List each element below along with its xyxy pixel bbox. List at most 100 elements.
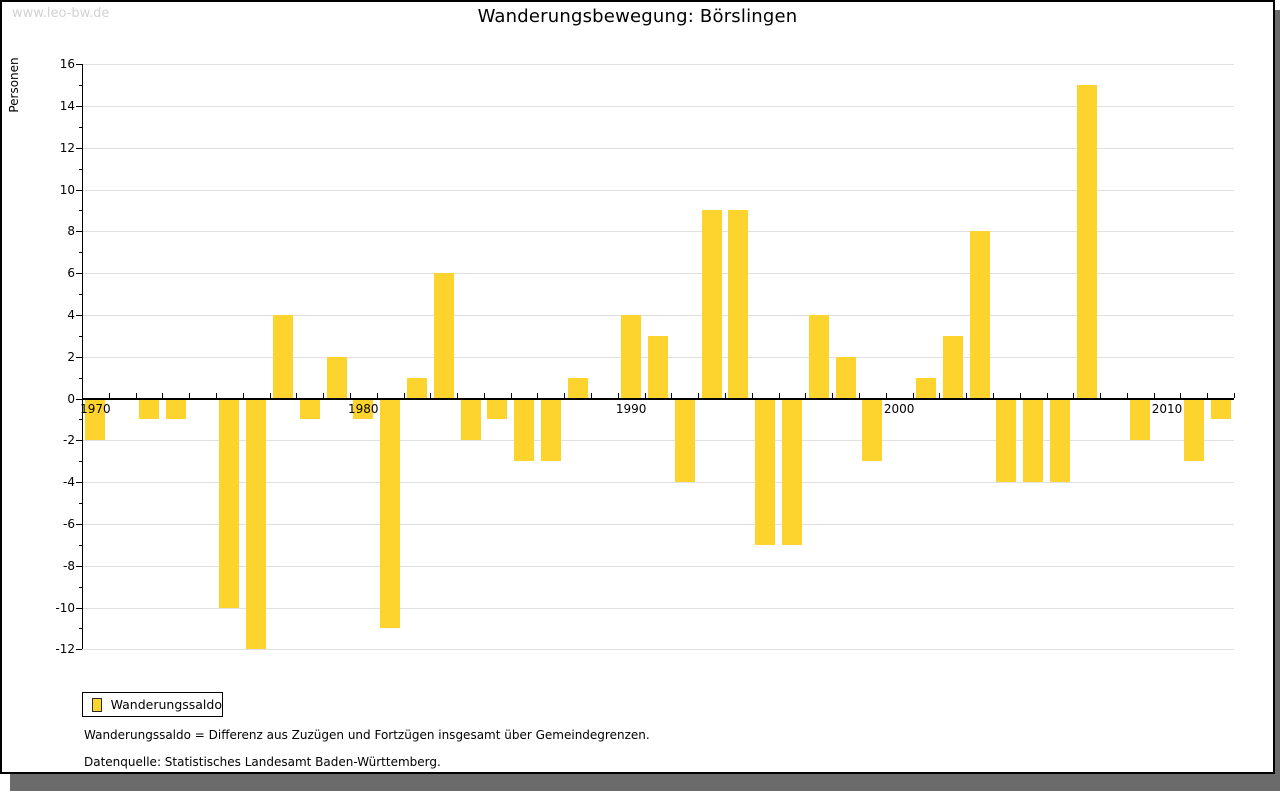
x-tick — [537, 392, 539, 398]
y-tick--2 — [76, 440, 82, 442]
y-tick--11 — [79, 628, 82, 630]
gridline--4 — [82, 482, 1234, 484]
x-tick-label-1970: 1970 — [80, 401, 111, 416]
bar-1992 — [674, 398, 695, 483]
y-tick--7 — [79, 544, 82, 546]
x-tick — [162, 392, 164, 398]
y-tick-label: 2 — [67, 349, 75, 364]
x-tick — [805, 392, 807, 398]
x-tick — [698, 392, 700, 398]
bar-1999 — [862, 398, 883, 462]
y-tick-2 — [76, 356, 82, 358]
y-tick--5 — [79, 503, 82, 504]
panel-shadow-bottom — [10, 774, 1280, 791]
bar-1970 — [85, 398, 106, 441]
y-tick-3 — [79, 335, 82, 337]
x-tick — [430, 392, 432, 398]
x-tick — [296, 392, 298, 398]
x-tick — [1046, 392, 1048, 398]
y-tick--12 — [76, 649, 82, 651]
x-tick — [1180, 392, 1182, 398]
y-tick-label: 8 — [67, 224, 75, 239]
y-tick-label: -6 — [63, 516, 75, 531]
x-tick — [912, 392, 914, 398]
bar-2005 — [1023, 398, 1044, 483]
y-tick-12 — [76, 147, 82, 149]
x-tick — [966, 392, 968, 398]
x-tick — [939, 392, 941, 398]
x-tick — [751, 392, 753, 398]
bar-1996 — [782, 398, 802, 545]
y-tick-7 — [79, 252, 82, 254]
x-tick — [1126, 392, 1128, 398]
x-tick — [885, 392, 887, 398]
x-tick — [992, 392, 994, 398]
x-tick — [376, 392, 378, 398]
y-tick-4 — [76, 314, 82, 316]
x-tick — [269, 392, 271, 398]
x-tick — [323, 392, 325, 398]
x-tick — [242, 392, 244, 398]
x-tick — [403, 392, 405, 398]
watermark: www.leo-bw.de — [12, 6, 110, 21]
bar-2004 — [996, 398, 1017, 483]
x-tick — [108, 392, 110, 398]
y-tick--9 — [79, 586, 82, 588]
x-tick — [564, 392, 566, 398]
bar-1995 — [755, 398, 776, 545]
panel-shadow-right — [1275, 10, 1280, 791]
y-tick-label: -12 — [55, 642, 75, 657]
y-tick-15 — [79, 85, 82, 86]
x-tick — [1100, 392, 1101, 398]
bar-2007 — [1076, 85, 1097, 399]
x-tick — [1153, 392, 1155, 398]
bar-1981 — [380, 398, 401, 629]
x-tick-label-2000: 2000 — [883, 401, 915, 416]
gridline-14 — [82, 105, 1234, 107]
x-tick — [82, 392, 83, 398]
chart-title: Wanderungsbewegung: Börslingen — [477, 6, 798, 27]
gridline--8 — [82, 565, 1234, 567]
bar-2003 — [969, 231, 990, 399]
x-tick — [778, 392, 780, 398]
bar-1977 — [272, 314, 293, 399]
y-tick-14 — [76, 105, 82, 107]
gridline-12 — [82, 147, 1234, 149]
y-tick--10 — [76, 607, 82, 609]
y-tick--3 — [79, 461, 82, 463]
y-tick--4 — [76, 482, 82, 484]
x-tick-label-1980: 1980 — [348, 401, 379, 416]
bar-2002 — [942, 335, 963, 399]
bar-1987 — [540, 398, 561, 462]
gridline-16 — [82, 64, 1234, 66]
y-tick-6 — [76, 273, 82, 275]
gridline--6 — [82, 523, 1234, 525]
bar-2011 — [1183, 398, 1204, 462]
bar-1980 — [353, 398, 374, 420]
bar-1982 — [406, 377, 427, 399]
y-tick-13 — [79, 126, 82, 128]
y-tick-10 — [76, 189, 82, 191]
y-tick-16 — [76, 64, 82, 66]
x-tick — [457, 392, 459, 398]
bar-1991 — [648, 335, 668, 399]
bar-1997 — [808, 314, 829, 399]
legend-box: Wanderungssaldo — [82, 692, 223, 717]
x-tick — [617, 392, 619, 398]
legend-swatch-icon — [92, 697, 102, 712]
bar-2012 — [1210, 398, 1231, 420]
bar-1976 — [246, 398, 267, 650]
bar-1975 — [219, 398, 240, 608]
x-tick — [671, 392, 673, 398]
y-tick-5 — [79, 294, 82, 295]
x-tick — [1019, 392, 1021, 398]
gridline-8 — [82, 231, 1234, 233]
x-tick — [1234, 392, 1235, 398]
y-tick-label: 10 — [59, 182, 75, 197]
y-tick-11 — [79, 168, 82, 170]
y-axis-line — [82, 64, 83, 650]
bar-1998 — [835, 356, 856, 399]
x-tick — [135, 392, 137, 398]
bar-1988 — [567, 377, 588, 399]
x-axis-line — [82, 397, 1234, 400]
